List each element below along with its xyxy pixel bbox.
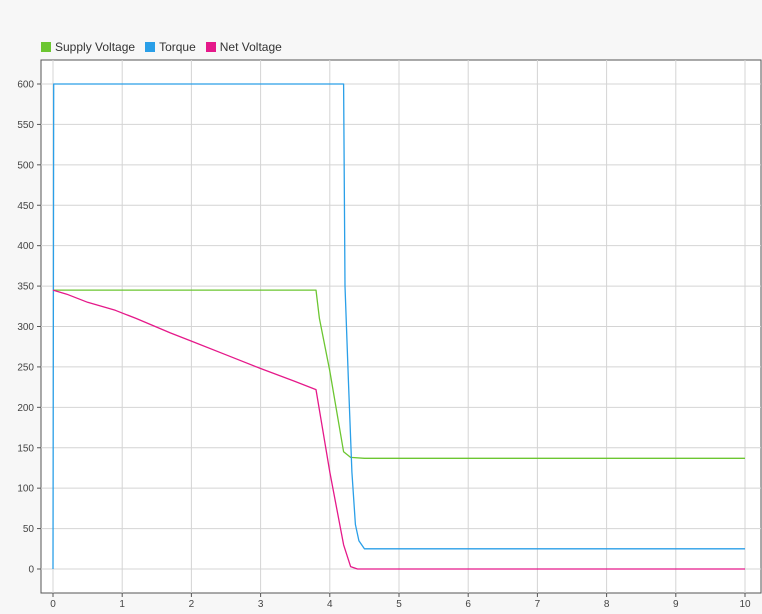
x-tick-label: 5 — [396, 599, 402, 610]
x-tick-label: 0 — [50, 599, 56, 610]
legend-label-supply-voltage: Supply Voltage — [55, 40, 136, 54]
y-tick-label: 350 — [17, 282, 34, 293]
legend-item-supply-voltage[interactable]: Supply Voltage — [41, 40, 135, 54]
y-tick-label: 550 — [17, 120, 34, 131]
y-tick-label: 600 — [17, 80, 34, 91]
y-tick-label: 250 — [17, 362, 34, 373]
legend-label-net-voltage: Net Voltage — [219, 40, 282, 54]
series-line-torque — [52, 83, 745, 570]
legend: Supply Voltage Torque Net Voltage — [41, 40, 282, 54]
y-tick-label: 0 — [28, 565, 34, 576]
x-axis-ticks: 0 1 2 3 4 5 6 7 8 9 10 — [50, 593, 751, 610]
y-tick-label: 450 — [17, 201, 34, 212]
series-line-net-voltage — [52, 289, 745, 570]
y-tick-label: 100 — [17, 484, 34, 495]
x-tick-label: 8 — [604, 599, 610, 610]
x-tick-label: 2 — [189, 599, 195, 610]
x-tick-label: 6 — [465, 599, 471, 610]
y-tick-label: 400 — [17, 241, 34, 252]
legend-swatch-supply-voltage — [41, 42, 51, 52]
x-tick-label: 4 — [327, 599, 333, 610]
x-tick-label: 9 — [673, 599, 679, 610]
x-tick-label: 10 — [739, 599, 751, 610]
y-tick-label: 150 — [17, 443, 34, 454]
y-tick-label: 300 — [17, 322, 34, 333]
x-tick-label: 7 — [535, 599, 541, 610]
legend-item-net-voltage[interactable]: Net Voltage — [205, 40, 282, 54]
y-tick-label: 50 — [23, 524, 35, 535]
x-tick-label: 3 — [258, 599, 264, 610]
series-lines — [52, 83, 745, 570]
y-tick-label: 200 — [17, 403, 34, 414]
legend-swatch-torque — [145, 42, 156, 52]
y-tick-label: 500 — [17, 160, 34, 171]
legend-item-torque[interactable]: Torque — [145, 40, 196, 54]
legend-swatch-net-voltage — [205, 42, 216, 52]
x-tick-label: 1 — [119, 599, 125, 610]
series-line-supply-voltage — [53, 289, 745, 459]
y-axis-ticks: 0 50 100 150 200 250 300 350 400 450 500 550 600 — [17, 80, 41, 576]
legend-label-torque: Torque — [159, 40, 196, 54]
